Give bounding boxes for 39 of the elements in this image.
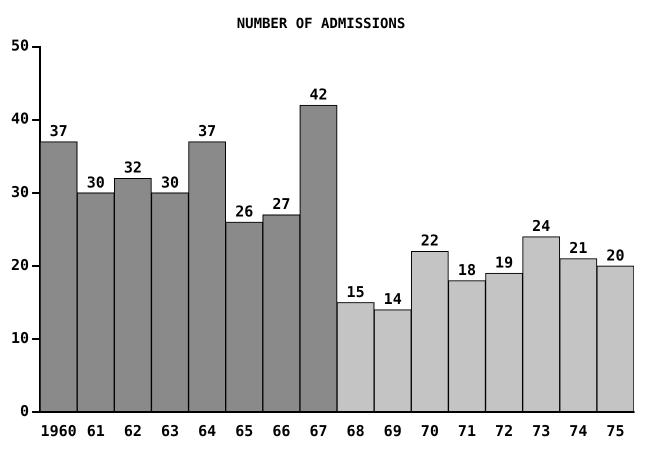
data-label: 19: [495, 254, 514, 272]
data-label: 30: [86, 173, 105, 192]
x-tick-label: 67: [309, 422, 328, 440]
x-tick-label: 1960: [40, 422, 77, 440]
data-label: 22: [420, 232, 439, 250]
data-label: 14: [384, 290, 402, 308]
x-tick-label: 61: [86, 422, 105, 440]
y-tick-label: 20: [11, 256, 30, 274]
data-label: 15: [346, 282, 365, 301]
x-tick-label: 64: [198, 422, 216, 440]
data-label: 42: [309, 86, 328, 104]
chart-title: NUMBER OF ADMISSIONS: [236, 16, 406, 32]
x-tick-label: 66: [272, 422, 290, 440]
y-tick-label: 0: [20, 402, 30, 420]
x-tick-label: 74: [569, 422, 588, 440]
data-label: 26: [235, 202, 254, 220]
x-tick-label: 65: [235, 422, 254, 440]
x-tick-label: 69: [384, 422, 402, 440]
x-tick-label: 71: [458, 422, 476, 440]
x-tick-label: 75: [606, 422, 624, 440]
data-label: 18: [458, 260, 476, 279]
y-tick-label: 50: [11, 36, 30, 55]
data-label: 21: [569, 239, 588, 258]
data-label: 20: [606, 246, 624, 264]
x-tick-label: 73: [532, 422, 550, 440]
y-tick-label: 40: [11, 110, 30, 128]
data-label: 37: [198, 122, 216, 140]
y-tick-label: 10: [11, 328, 30, 347]
y-tick-label: 30: [11, 182, 30, 201]
data-label: 30: [160, 173, 180, 192]
x-tick-label: 68: [346, 422, 365, 440]
data-label: 32: [124, 158, 142, 177]
x-tick-label: 63: [160, 422, 180, 440]
data-label: 27: [272, 195, 290, 214]
x-tick-label: 70: [420, 422, 439, 440]
data-label: 37: [50, 122, 68, 140]
x-tick-label: 72: [495, 422, 514, 440]
data-label: 24: [532, 217, 550, 236]
x-tick-label: 62: [124, 422, 142, 440]
